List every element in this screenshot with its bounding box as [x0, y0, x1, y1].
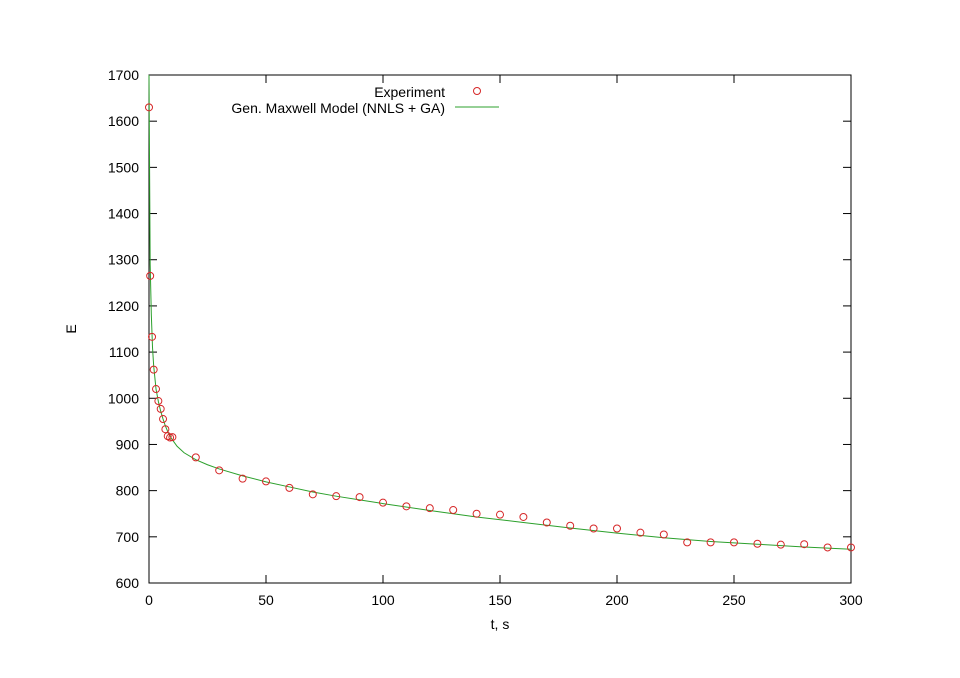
- data-point: [156, 404, 165, 413]
- data-point: [542, 518, 551, 527]
- data-point: [847, 543, 855, 552]
- y-tick-label: 800: [116, 483, 140, 499]
- data-point: [159, 415, 168, 424]
- data-point: [449, 506, 458, 515]
- data-point: [800, 540, 809, 549]
- data-point: [823, 543, 832, 552]
- data-point: [163, 432, 172, 441]
- data-point: [146, 271, 155, 280]
- legend-label-model: Gen. Maxwell Model (NNLS + GA): [231, 100, 445, 116]
- data-point: [332, 492, 341, 501]
- data-point: [659, 530, 668, 539]
- x-tick-label: 50: [258, 592, 274, 608]
- y-tick-label: 1200: [108, 298, 139, 314]
- x-tick-label: 200: [605, 592, 629, 608]
- data-point: [496, 510, 504, 519]
- y-tick-label: 600: [116, 575, 140, 591]
- x-tick-labels: 0 50 100 150 200 250 300: [145, 592, 863, 608]
- x-tick-label: 150: [488, 592, 512, 608]
- data-point: [683, 538, 692, 547]
- x-axis-label: t, s: [491, 616, 510, 632]
- data-point: [566, 521, 575, 530]
- plot-frame: [148, 74, 852, 584]
- y-tick-label: 1500: [108, 159, 139, 175]
- legend-label-experiment: Experiment: [374, 84, 445, 100]
- data-point: [589, 524, 598, 533]
- y-tick-label: 1000: [108, 390, 139, 406]
- x-tick-label: 0: [145, 592, 153, 608]
- x-tick-label: 250: [722, 592, 746, 608]
- data-point: [145, 103, 153, 112]
- y-tick-label: 700: [116, 529, 140, 545]
- series-line-gen-maxwell-model: [148, 74, 852, 550]
- data-point: [215, 466, 224, 475]
- data-point: [168, 433, 177, 442]
- legend: Experiment Gen. Maxwell Model (NNLS + GA…: [231, 84, 499, 116]
- data-point: [148, 332, 157, 341]
- y-tick-label: 1300: [108, 252, 139, 268]
- data-point: [402, 502, 411, 511]
- data-point: [636, 528, 645, 537]
- data-point: [149, 365, 158, 374]
- data-point: [753, 539, 762, 548]
- y-tick-label: 1100: [109, 344, 139, 360]
- legend-marker-experiment: [473, 87, 481, 95]
- y-tick-label: 900: [116, 436, 140, 452]
- x-tick-label: 300: [839, 592, 863, 608]
- data-point: [161, 425, 170, 434]
- data-point: [730, 538, 738, 547]
- data-point: [776, 540, 785, 549]
- data-point: [355, 493, 364, 502]
- axis-ticks: [148, 74, 852, 584]
- data-point: [154, 397, 163, 406]
- y-tick-labels: 600 700 800 900 1000 1100 1200 1300 1400 1500 1600…: [108, 67, 139, 591]
- data-point: [706, 538, 715, 547]
- data-point: [262, 477, 270, 486]
- data-point: [379, 498, 387, 507]
- y-axis-label: E: [63, 324, 79, 333]
- data-point: [613, 524, 621, 533]
- data-point: [285, 483, 294, 492]
- data-point: [472, 509, 481, 518]
- data-point: [308, 490, 317, 499]
- x-tick-label: 100: [371, 592, 395, 608]
- data-point: [425, 504, 434, 513]
- data-point: [152, 385, 161, 394]
- y-tick-label: 1400: [108, 206, 139, 222]
- data-point: [519, 512, 528, 521]
- series-points-experiment: [145, 103, 855, 552]
- data-point: [191, 453, 200, 462]
- y-tick-label: 1700: [108, 67, 139, 83]
- data-point: [238, 474, 247, 483]
- y-tick-label: 1600: [108, 113, 139, 129]
